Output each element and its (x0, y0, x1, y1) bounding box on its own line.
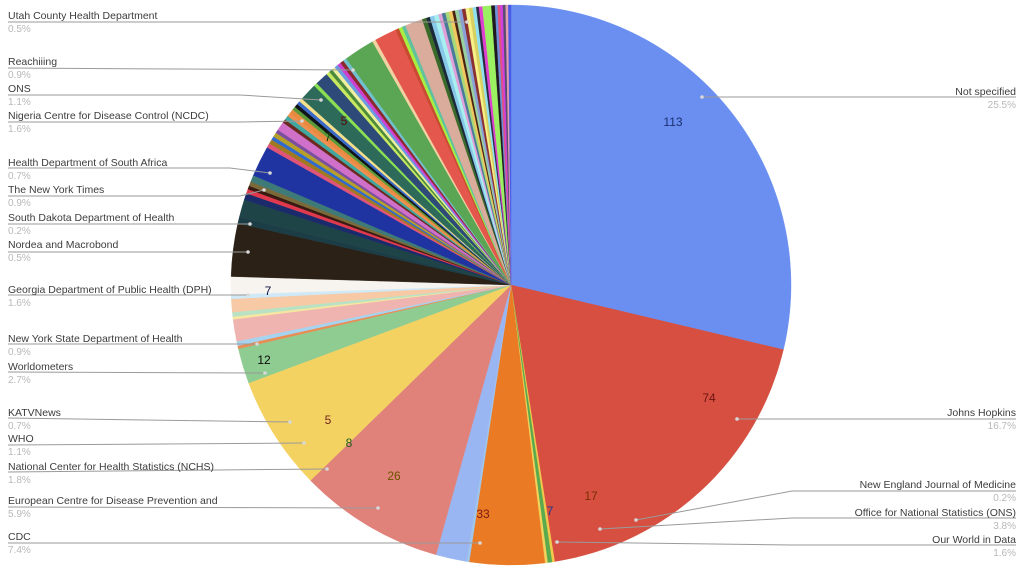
callout-label-percent: 0.5% (8, 253, 31, 264)
callout-label-percent: 0.5% (8, 24, 31, 35)
leader-anchor-dot (246, 250, 250, 254)
callout-label-percent: 0.9% (8, 70, 31, 81)
callout-label-percent: 1.6% (8, 124, 31, 135)
callout-label-percent: 25.5% (987, 100, 1016, 111)
callout-label-percent: 1.1% (8, 447, 31, 458)
leader-anchor-dot (255, 342, 259, 346)
callout-label-name: New England Journal of Medicine (859, 479, 1016, 491)
callout-label-name: Georgia Department of Public Health (DPH… (8, 284, 212, 296)
leader-line (556, 541, 1016, 546)
callout-label-percent: 0.7% (8, 171, 31, 182)
callout-label-percent: 1.8% (8, 475, 31, 486)
leader-line (7, 506, 379, 509)
pie-slices (230, 4, 792, 566)
slice-value-label: 74 (702, 391, 716, 405)
callout-label-name: Worldometers (8, 361, 74, 373)
slice-value-label: 7 (325, 130, 332, 144)
callout-label-name: Not specified (955, 86, 1016, 98)
callout-label-percent: 1.6% (993, 548, 1016, 559)
callout-label-name: European Centre for Disease Prevention a… (8, 495, 218, 507)
leader-anchor-dot (478, 541, 482, 545)
pie-slice[interactable] (508, 4, 512, 286)
slice-value-label: 8 (346, 436, 353, 450)
callout-label-name: National Center for Health Statistics (N… (8, 461, 214, 473)
pie-slice-johns-hopkins[interactable] (510, 284, 784, 562)
callout-label-name: ONS (8, 83, 31, 95)
slice-value-label: 113 (663, 115, 682, 129)
callout-label-name: Reachiiing (8, 56, 58, 68)
slice-value-label: 7 (265, 284, 272, 298)
leader-line (7, 371, 266, 374)
slice-value-label: 7 (547, 504, 554, 518)
callout-label-percent: 2.7% (8, 375, 31, 386)
leader-anchor-dot (288, 420, 292, 424)
leader-line (599, 517, 1016, 530)
callout-label-percent: 1.1% (8, 97, 31, 108)
callout-label-name: Office for National Statistics (ONS) (854, 507, 1016, 519)
leader-anchor-dot (634, 518, 638, 522)
slice-value-label: 33 (476, 507, 490, 521)
leader-line (7, 417, 291, 423)
slice-value-label: 26 (387, 469, 401, 483)
leader-line (8, 189, 265, 197)
callout-label-name: Our World in Data (932, 534, 1016, 546)
pie-slice-cdc[interactable] (310, 284, 512, 555)
leader-anchor-dot (248, 222, 252, 226)
leader-anchor-dot (263, 371, 267, 375)
leader-line (8, 94, 322, 101)
callout-label-name: KATVNews (8, 407, 61, 419)
callout-label-percent: 16.7% (987, 421, 1016, 432)
leader-anchor-dot (555, 540, 559, 544)
slice-value-label: 5 (341, 114, 348, 128)
leader-anchor-dot (319, 98, 323, 102)
callout-label-percent: 5.9% (8, 509, 31, 520)
callout-label-name: Johns Hopkins (947, 407, 1016, 419)
leader-anchor-dot (598, 527, 602, 531)
callout-label-name: New York State Department of Health (8, 333, 183, 345)
leader-anchor-dot (246, 293, 250, 297)
leader-line (8, 120, 303, 123)
leader-line (7, 67, 354, 71)
leader-line (7, 468, 328, 473)
callout-label-name: Utah County Health Department (8, 10, 158, 22)
callout-label-percent: 0.7% (8, 421, 31, 432)
callout-label-percent: 3.8% (993, 521, 1016, 532)
callout-label-percent: 0.9% (8, 198, 31, 209)
leader-anchor-dot (735, 417, 739, 421)
leader-line (8, 167, 271, 174)
callout-label-name: WHO (8, 433, 34, 445)
leader-anchor-dot (325, 467, 329, 471)
leader-anchor-dot (262, 188, 266, 192)
leader-anchor-dot (700, 95, 704, 99)
leader-line (635, 490, 1016, 521)
pie-slice-not-specified[interactable] (510, 4, 792, 350)
slice-value-label: 5 (325, 413, 332, 427)
leader-anchor-dot (465, 20, 469, 24)
leader-lines (7, 20, 1016, 546)
callout-label-percent: 0.2% (8, 226, 31, 237)
leader-line (7, 442, 305, 446)
callout-label-name: Nordea and Macrobond (8, 239, 119, 251)
callout-label-percent: 7.4% (8, 545, 31, 556)
leader-anchor-dot (300, 119, 304, 123)
leader-anchor-dot (302, 441, 306, 445)
callout-label-name: South Dakota Department of Health (8, 212, 175, 224)
callout-label-percent: 0.2% (993, 493, 1016, 504)
leader-anchor-dot (268, 171, 272, 175)
callout-label-percent: 1.6% (8, 298, 31, 309)
leader-anchor-dot (351, 68, 355, 72)
callout-label-name: Nigeria Centre for Disease Control (NCDC… (8, 110, 209, 122)
leader-anchor-dot (376, 506, 380, 510)
callout-label-name: The New York Times (8, 184, 105, 196)
callout-label-percent: 0.9% (8, 347, 31, 358)
callout-label-name: CDC (8, 531, 31, 543)
slice-value-label: 17 (584, 489, 598, 503)
pie-slice-european-centre-for-disease-prevention-and[interactable] (248, 284, 512, 481)
callout-label-name: Health Department of South Africa (8, 157, 168, 169)
slice-value-label: 12 (257, 353, 271, 367)
